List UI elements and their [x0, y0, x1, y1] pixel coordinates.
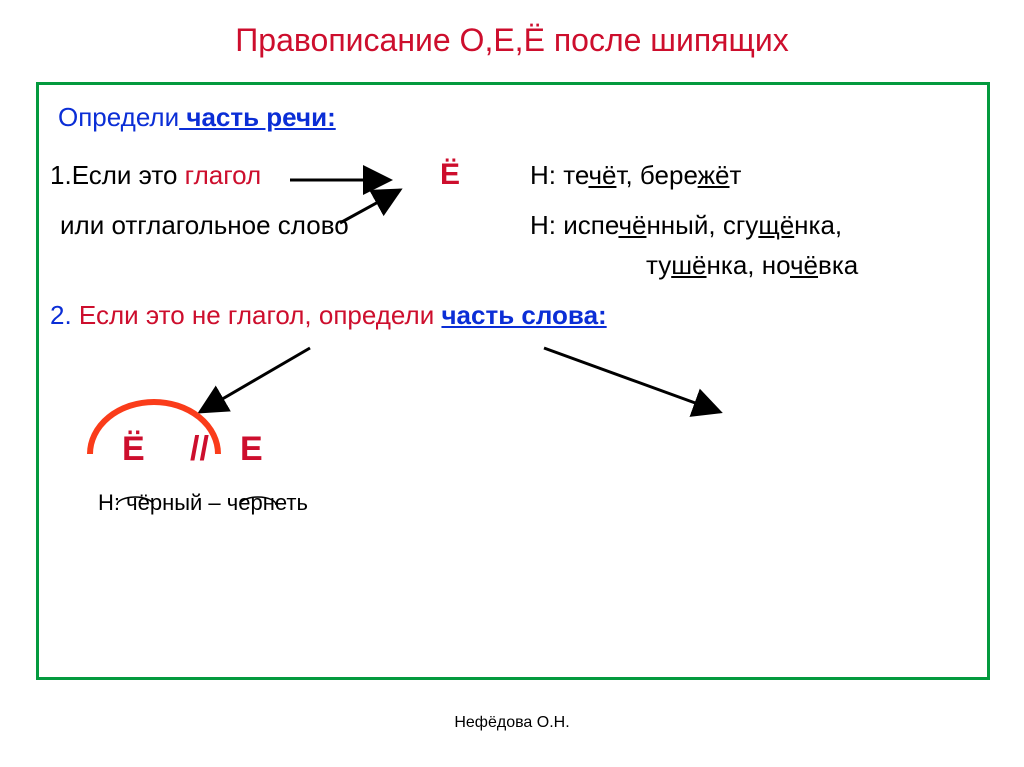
footer-text: Нефёдова О.Н.	[454, 714, 569, 731]
footer-author: Нефёдова О.Н.	[0, 714, 1024, 732]
diagram-overlay	[0, 0, 1024, 767]
page-root: Правописание О,Е,Ё после шипящих Определ…	[0, 0, 1024, 767]
